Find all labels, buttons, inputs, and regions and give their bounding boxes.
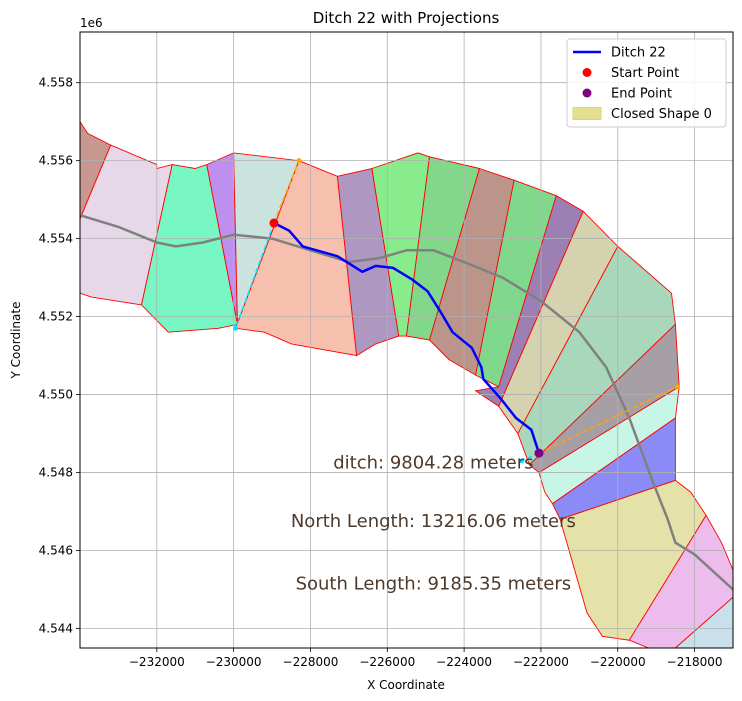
closed-shape-2	[141, 164, 239, 333]
y-tick-label: 4.550	[39, 388, 73, 402]
legend-dot-swatch	[582, 88, 592, 98]
projection-endpoint	[296, 158, 302, 164]
closed-shape-19	[674, 596, 733, 648]
closed-shape-15	[538, 385, 680, 505]
closed-shapes	[80, 120, 733, 648]
closed-shape-11	[474, 195, 584, 407]
ditch-line	[273, 221, 541, 454]
projection-line-1	[234, 222, 275, 329]
centerline	[80, 214, 733, 591]
x-axis-label: X Coordinate	[367, 678, 445, 692]
x-tick-label: −218000	[667, 655, 723, 669]
legend-label: End Point	[611, 87, 672, 102]
projection-line-2	[538, 386, 678, 454]
end-point-marker	[534, 448, 544, 458]
closed-shape-17	[559, 479, 707, 641]
lines	[80, 158, 733, 591]
y-tick-label: 4.556	[39, 154, 73, 168]
legend-label: Ditch 22	[611, 46, 666, 61]
annotation-text: South Length: 9185.35 meters	[296, 574, 572, 595]
y-axis-label: Y Coordinate	[9, 302, 23, 380]
legend-label: Start Point	[611, 66, 679, 81]
projection-endpoint	[674, 384, 680, 390]
y-tick-label: 4.552	[39, 310, 73, 324]
projection-endpoint	[233, 325, 239, 331]
x-tick-label: −226000	[359, 655, 415, 669]
y-tick-label: 4.546	[39, 544, 73, 558]
legend: Ditch 22 Start Point End Point Closed Shape…	[566, 38, 727, 128]
annotation-text: North Length: 13216.06 meters	[291, 511, 576, 532]
annotations: ditch: 9804.28 meters North Length: 13216…	[291, 453, 576, 595]
y-tick-label: 4.544	[39, 622, 73, 636]
x-tick-label: −232000	[129, 655, 185, 669]
legend-label: Closed Shape 0	[611, 107, 712, 122]
start-point-marker	[269, 218, 279, 228]
axis-ticks: −232000 −230000 −228000 −226000 −224000 −2220…	[39, 76, 723, 669]
x-tick-label: −222000	[513, 655, 569, 669]
x-tick-label: −230000	[206, 655, 262, 669]
projection-line-0	[273, 160, 300, 224]
plot-frame	[79, 31, 734, 649]
projection-endpoint	[519, 458, 525, 464]
chart-title: Ditch 22 with Projections	[313, 9, 500, 27]
legend-dot-swatch	[582, 68, 592, 77]
y-offset-label: 1e6	[80, 16, 103, 30]
annotation-text: ditch: 9804.28 meters	[333, 453, 533, 474]
x-tick-label: −224000	[436, 655, 492, 669]
y-tick-label: 4.548	[39, 466, 73, 480]
legend-patch-swatch	[572, 107, 602, 120]
x-tick-label: −228000	[283, 655, 339, 669]
closed-shape-9	[428, 167, 515, 376]
x-tick-label: −220000	[590, 655, 646, 669]
y-tick-label: 4.554	[39, 232, 73, 246]
legend-box	[566, 38, 727, 128]
y-tick-label: 4.558	[39, 76, 73, 90]
